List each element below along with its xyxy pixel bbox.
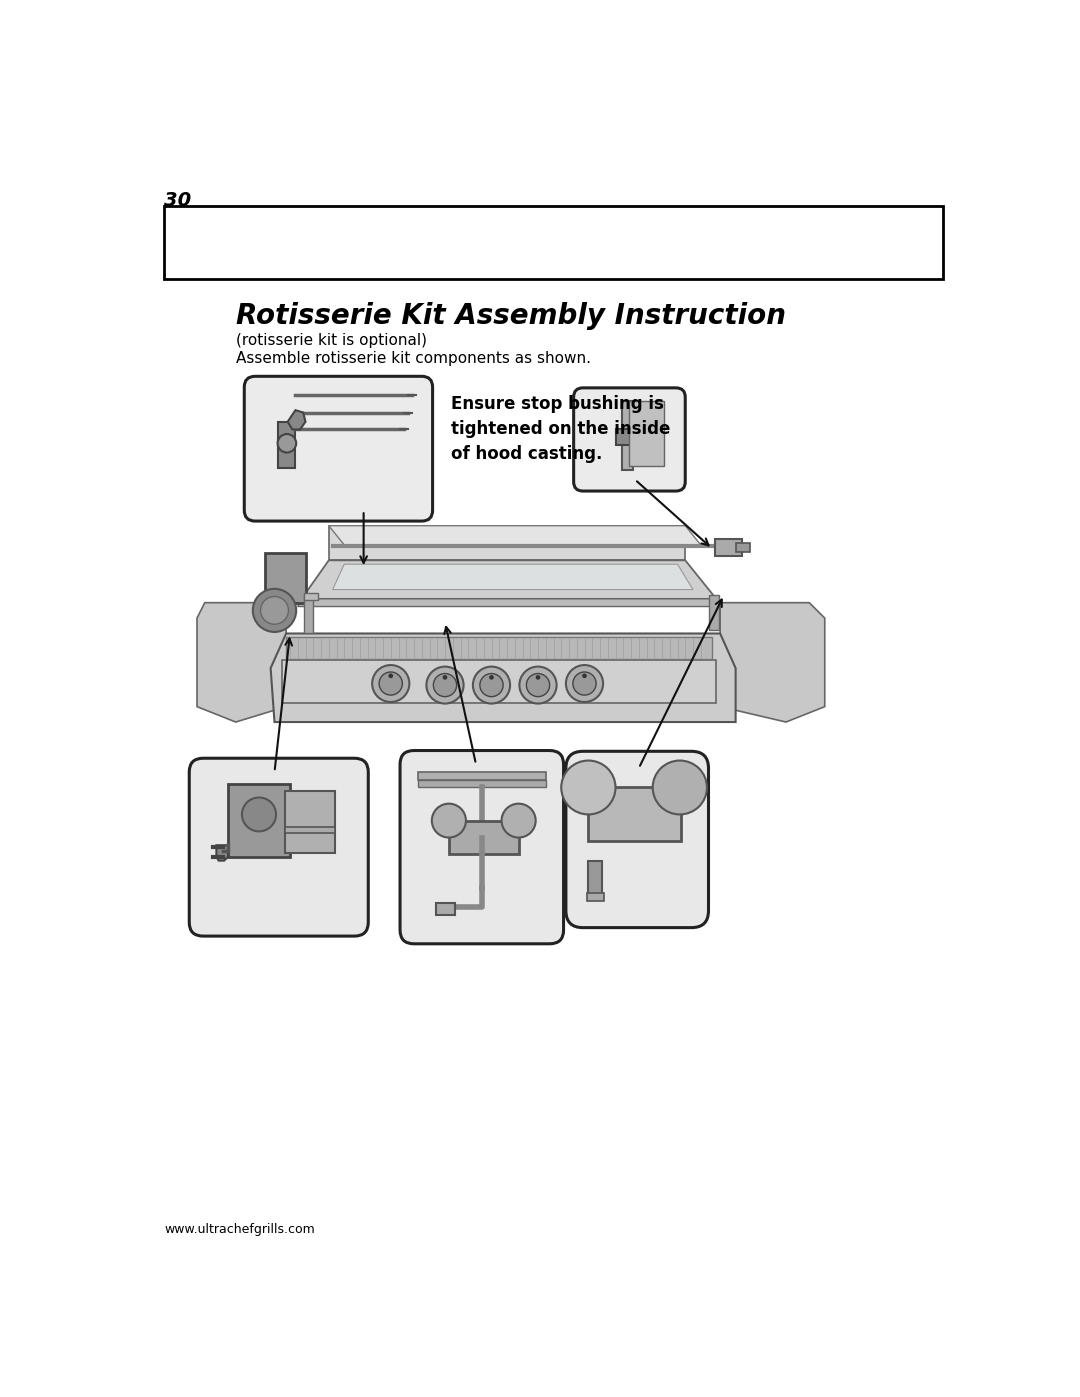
Polygon shape [197,602,286,722]
Text: Assemble rotisserie kit components as shown.: Assemble rotisserie kit components as sh… [235,351,591,366]
Text: Ensure stop bushing is
tightened on the inside
of hood casting.: Ensure stop bushing is tightened on the … [451,395,671,462]
Bar [418,780,545,788]
FancyBboxPatch shape [566,752,708,928]
Circle shape [562,760,616,814]
Polygon shape [720,602,825,722]
Circle shape [652,760,707,814]
Text: www.ultrachefgrills.com: www.ultrachefgrills.com [164,1222,315,1235]
Polygon shape [287,411,306,429]
Bar [586,893,604,901]
Circle shape [519,666,556,704]
Polygon shape [298,599,720,606]
Bar [418,773,545,780]
Bar [616,429,638,444]
Circle shape [473,666,510,704]
Bar [284,827,335,833]
Circle shape [480,673,503,697]
Circle shape [242,798,276,831]
Text: (rotisserie kit is optional): (rotisserie kit is optional) [235,334,427,348]
Bar [449,820,518,855]
Circle shape [501,803,536,838]
Bar [284,791,335,854]
FancyBboxPatch shape [400,750,564,944]
Polygon shape [271,633,735,722]
Circle shape [278,434,296,453]
Text: 30: 30 [164,191,192,210]
Polygon shape [328,525,701,545]
Bar [164,207,943,279]
Bar [286,637,713,659]
Circle shape [373,665,409,703]
FancyBboxPatch shape [573,388,685,490]
Circle shape [489,675,494,680]
Bar [715,539,742,556]
Circle shape [432,803,465,838]
Bar [735,542,750,552]
Circle shape [566,665,603,703]
Bar [589,788,681,841]
Bar [228,784,291,856]
Bar [630,401,664,467]
Circle shape [536,675,540,680]
Circle shape [389,673,393,678]
Text: Rotisserie Kit Assembly Instruction: Rotisserie Kit Assembly Instruction [235,302,786,330]
FancyBboxPatch shape [244,376,433,521]
FancyBboxPatch shape [189,759,368,936]
Bar [622,401,633,471]
Bar [266,553,306,602]
Circle shape [582,673,586,678]
Bar [708,595,719,630]
Bar [282,661,716,703]
Circle shape [433,673,457,697]
Circle shape [427,666,463,704]
Polygon shape [216,845,228,861]
Circle shape [443,675,447,680]
Circle shape [572,672,596,696]
Circle shape [260,597,288,624]
Bar [589,861,603,895]
Bar [435,902,455,915]
Bar [303,594,318,599]
Bar [303,595,313,633]
Circle shape [526,673,550,697]
Bar [279,422,296,468]
Polygon shape [333,564,693,590]
Circle shape [379,672,403,696]
Polygon shape [328,525,685,560]
Circle shape [253,588,296,631]
Polygon shape [301,560,716,599]
